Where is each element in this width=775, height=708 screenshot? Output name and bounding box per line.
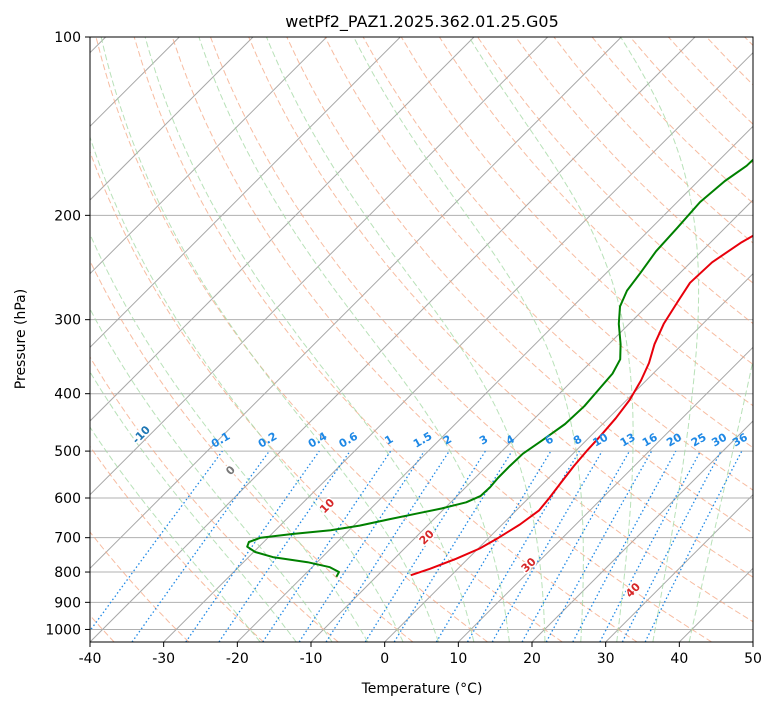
mixing-ratio-line <box>644 450 743 642</box>
mixing-ratio-line <box>185 450 320 642</box>
dry-adiabat <box>90 259 414 642</box>
mixing-ratio-line <box>521 450 631 642</box>
mixing-ratio-line <box>572 450 677 642</box>
isotherm-line <box>90 37 696 642</box>
dry-adiabat <box>90 445 264 642</box>
chart-title: wetPf2_PAZ1.2025.362.01.25.G05 <box>285 12 559 32</box>
isotherm-line <box>457 346 753 642</box>
y-tick-label: 200 <box>54 208 81 224</box>
isotherm-line <box>605 493 753 642</box>
isotherm-line <box>90 37 622 570</box>
moist-adiabat <box>100 37 439 642</box>
mixing-ratio-line <box>90 450 223 632</box>
mixing-ratio-line <box>545 450 653 642</box>
x-tick-label: 50 <box>744 651 762 667</box>
y-tick-label: 100 <box>54 30 81 46</box>
x-tick-label: 10 <box>449 651 467 667</box>
mixing-ratio-line <box>325 450 450 642</box>
y-tick-label: 500 <box>54 444 81 460</box>
x-tick-label: -20 <box>226 651 249 667</box>
dry-adiabat <box>400 37 753 407</box>
dry-adiabat <box>90 531 190 642</box>
dry-adiabat <box>171 37 712 642</box>
dry-adiabat <box>438 37 753 366</box>
dry-adiabat <box>210 37 753 623</box>
temperature-profile <box>410 234 753 577</box>
dry-adiabat <box>90 356 339 642</box>
x-axis-title: Temperature (°C) <box>361 681 483 697</box>
moist-adiabat <box>198 37 510 642</box>
x-axis: -40 -30 -20 -10 0 10 20 30 40 50 <box>79 642 762 667</box>
isotherm-line <box>90 37 254 201</box>
y-tick-label: 900 <box>54 595 81 611</box>
moist-adiabat <box>90 426 261 642</box>
dry-adiabat <box>90 150 488 642</box>
plot-area <box>90 37 753 642</box>
moist-adiabat <box>266 37 546 642</box>
moist-adiabat <box>620 37 700 642</box>
dry-adiabat <box>95 37 563 642</box>
moist-adiabat <box>688 358 753 642</box>
y-tick-label: 300 <box>54 313 81 329</box>
y-tick-label: 400 <box>54 387 81 403</box>
y-axis: 100 200 300 400 500 600 700 800 900 1000 <box>45 30 90 638</box>
dewpoint-profile <box>246 158 753 578</box>
plot-frame <box>89 36 754 643</box>
isotherm-line <box>90 37 401 349</box>
x-tick-label: 40 <box>670 651 688 667</box>
moist-adiabat <box>144 37 475 642</box>
moist-adiabat <box>90 370 297 642</box>
x-tick-label: -10 <box>300 651 323 667</box>
mixing-ratio-line <box>262 450 392 642</box>
mixing-ratio-line <box>131 450 270 642</box>
x-tick-label: 0 <box>380 651 389 667</box>
isotherm-line <box>90 37 549 496</box>
x-tick-label: 30 <box>597 651 615 667</box>
x-tick-label: 20 <box>523 651 541 667</box>
mixing-ratio-line <box>393 450 513 642</box>
isotherm-line <box>236 125 753 642</box>
mixing-ratio-line <box>218 450 351 642</box>
x-tick-label: -40 <box>79 651 102 667</box>
dry-adiabat <box>286 37 753 534</box>
y-axis-title: Pressure (hPa) <box>13 289 29 389</box>
isotherm-line <box>163 51 753 642</box>
isotherm-line <box>90 37 328 275</box>
moist-adiabat <box>353 37 584 642</box>
x-tick-label: -30 <box>152 651 175 667</box>
dry-adiabat <box>133 37 638 642</box>
mixing-ratio-line <box>298 450 425 642</box>
isotherm-line <box>90 37 475 422</box>
dry-adiabat <box>515 37 753 284</box>
y-tick-label: 1000 <box>45 622 81 638</box>
y-tick-label: 600 <box>54 491 81 507</box>
moist-adiabat <box>90 135 404 642</box>
moist-adiabat <box>90 233 369 642</box>
isotherm-line <box>384 272 753 642</box>
isotherm-line <box>531 420 753 642</box>
dry-adiabat <box>248 37 753 578</box>
y-tick-label: 800 <box>54 565 81 581</box>
y-tick-label: 700 <box>54 531 81 547</box>
